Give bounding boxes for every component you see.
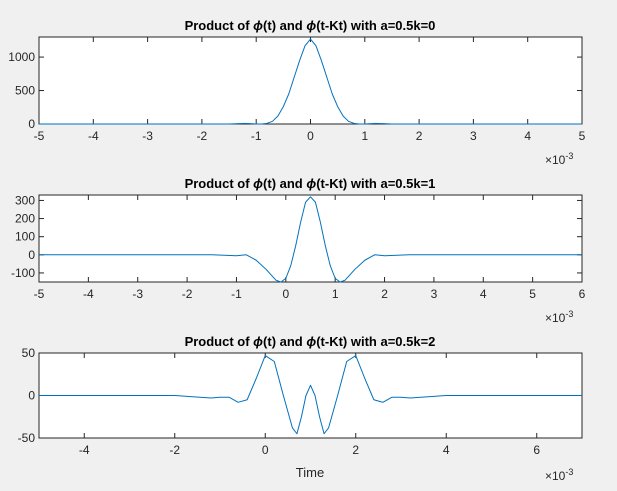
subplot-2-x-tick-label: -5 xyxy=(34,287,45,301)
subplot-3-y-tick-label: 0 xyxy=(28,389,35,403)
subplot-3-y-tick-label: 50 xyxy=(22,346,36,360)
subplot-3-x-tick-label: 0 xyxy=(262,443,269,457)
subplot-1-title: Product of ϕ(t) and ϕ(t-Kt) with a=0.5k=… xyxy=(185,18,436,33)
subplot-2-x-tick-label: -2 xyxy=(182,287,193,301)
subplot-1-y-tick-label: 1000 xyxy=(8,50,35,64)
subplot-3-title: Product of ϕ(t) and ϕ(t-Kt) with a=0.5k=… xyxy=(185,334,436,349)
subplot-2-x-tick-label: -4 xyxy=(83,287,94,301)
subplot-1-y-tick-label: 500 xyxy=(15,84,35,98)
subplot-1-x-tick-label: 1 xyxy=(361,129,368,143)
subplot-2-x-tick-label: -3 xyxy=(132,287,143,301)
subplot-2-y-tick-label: 200 xyxy=(15,212,35,226)
subplot-1-x-exponent: ×10-3 xyxy=(545,151,573,167)
subplot-2-x-tick-label: 0 xyxy=(282,287,289,301)
subplot-2-y-tick-label: 300 xyxy=(15,193,35,207)
subplot-1-x-tick-label: 4 xyxy=(524,129,531,143)
subplot-3: Product of ϕ(t) and ϕ(t-Kt) with a=0.5k=… xyxy=(18,334,583,483)
subplot-3-x-axis-label: Time xyxy=(296,465,324,480)
subplot-1-y-tick-label: 0 xyxy=(28,117,35,131)
subplot-1-plot-area xyxy=(38,36,583,125)
subplot-1: Product of ϕ(t) and ϕ(t-Kt) with a=0.5k=… xyxy=(8,18,585,167)
subplot-1-x-tick-label: -5 xyxy=(34,129,45,143)
subplot-3-x-exponent: ×10-3 xyxy=(545,467,573,483)
subplot-1-series-line xyxy=(39,38,582,125)
subplot-1-x-tick-label: -1 xyxy=(251,129,262,143)
subplot-1-x-tick-label: 5 xyxy=(579,129,586,143)
subplot-3-series-line xyxy=(39,355,582,435)
subplot-2-x-tick-label: 5 xyxy=(529,287,536,301)
subplot-1-x-tick-label: 0 xyxy=(307,129,314,143)
subplot-2-x-tick-label: 1 xyxy=(332,287,339,301)
subplot-2-y-tick-label: 100 xyxy=(15,230,35,244)
subplot-3-y-tick-label: -50 xyxy=(18,431,36,445)
subplot-3-x-tick-label: -4 xyxy=(79,443,90,457)
subplot-2-y-tick-label: 0 xyxy=(28,248,35,262)
subplot-2-x-tick-label: 6 xyxy=(579,287,586,301)
subplot-1-x-tick-label: 3 xyxy=(470,129,477,143)
subplot-1-x-tick-label: -3 xyxy=(142,129,153,143)
subplot-2-series-line xyxy=(39,196,582,283)
subplot-2-x-tick-label: 2 xyxy=(381,287,388,301)
subplot-2-title: Product of ϕ(t) and ϕ(t-Kt) with a=0.5k=… xyxy=(185,176,436,191)
subplot-3-x-tick-label: 2 xyxy=(352,443,359,457)
subplot-1-x-tick-label: -2 xyxy=(197,129,208,143)
subplot-2-x-exponent: ×10-3 xyxy=(545,309,573,325)
subplot-2-x-tick-label: 3 xyxy=(431,287,438,301)
subplot-3-x-tick-label: 4 xyxy=(443,443,450,457)
subplot-1-x-tick-label: 2 xyxy=(416,129,423,143)
subplot-2-y-tick-label: -100 xyxy=(11,266,35,280)
subplot-2-plot-area xyxy=(38,194,583,283)
subplot-2-x-tick-label: -1 xyxy=(231,287,242,301)
subplot-2: Product of ϕ(t) and ϕ(t-Kt) with a=0.5k=… xyxy=(11,176,586,325)
subplot-3-x-tick-label: -2 xyxy=(169,443,180,457)
subplot-1-x-tick-label: -4 xyxy=(88,129,99,143)
subplot-2-x-tick-label: 4 xyxy=(480,287,487,301)
subplot-3-x-tick-label: 6 xyxy=(533,443,540,457)
